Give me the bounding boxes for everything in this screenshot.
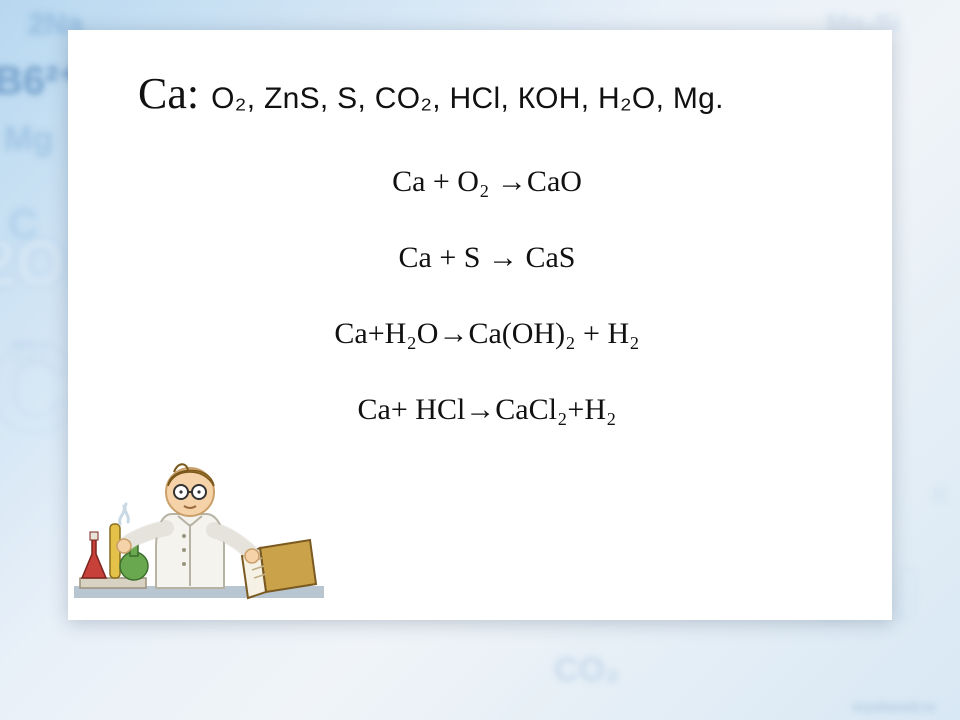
element-label: Ca:: [138, 68, 199, 119]
equation: Ca + S → CaS: [399, 241, 576, 275]
bg-formula: K: [933, 482, 950, 510]
equation: Ca+ HCl→CaCl₂+H₂: [358, 393, 617, 427]
reagent-list: O₂, ZnS, S, CO₂, HCl, КОН, H₂O, Mg.: [211, 82, 724, 116]
equation-list: Ca + O₂ →CaO Ca + S → CaS Ca+H₂O→Ca(OH)₂…: [138, 165, 836, 427]
bg-formula: C: [8, 200, 38, 248]
heading-row: Ca: O₂, ZnS, S, CO₂, HCl, КОН, H₂O, Mg.: [138, 68, 836, 119]
equation: Ca + O₂ →CaO: [392, 165, 582, 199]
equation: Ca+H₂O→Ca(OH)₂ + H₂: [334, 317, 639, 351]
bg-formula: CO₂: [554, 651, 620, 690]
bg-formula: Mg: [4, 120, 53, 159]
bg-formula: 2H: [10, 336, 48, 370]
bg-formula: C: [0, 320, 77, 458]
chemist-illustration: [74, 428, 324, 618]
slide-card: Ca: O₂, ZnS, S, CO₂, HCl, КОН, H₂O, Mg. …: [68, 30, 892, 620]
watermark: myshared.ru: [852, 699, 936, 714]
chemist-icon: [74, 428, 324, 618]
